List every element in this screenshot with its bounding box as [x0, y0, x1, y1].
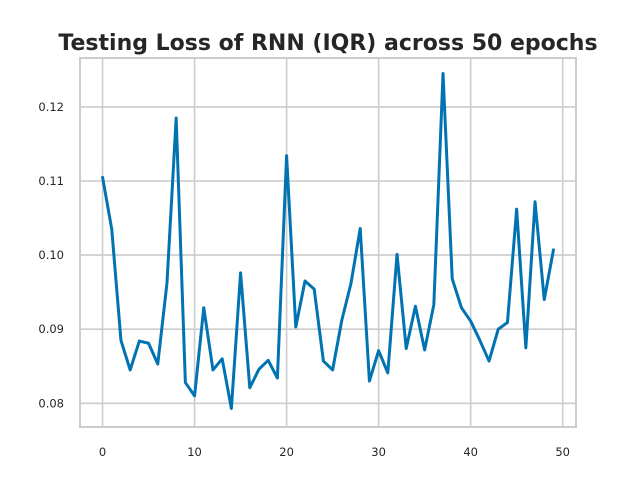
y-tick-label: 0.09 — [38, 322, 64, 336]
x-tick-label: 40 — [463, 445, 478, 459]
x-tick-label: 0 — [99, 445, 106, 459]
y-axis-ticks: 0.08 0.09 0.10 0.11 0.12 — [38, 100, 64, 410]
series-line — [101, 72, 555, 410]
x-axis-ticks: 0 10 20 30 40 50 — [99, 445, 570, 459]
x-tick-label: 20 — [279, 445, 294, 459]
y-tick-label: 0.12 — [38, 100, 64, 114]
y-tick-label: 0.11 — [38, 174, 64, 188]
axes-frame — [79, 57, 577, 428]
series-layer — [101, 72, 555, 410]
y-tick-label: 0.10 — [38, 248, 64, 262]
x-tick-label: 10 — [187, 445, 202, 459]
y-tick-label: 0.08 — [38, 396, 64, 410]
grid — [80, 58, 576, 427]
x-tick-label: 30 — [371, 445, 386, 459]
x-tick-label: 50 — [555, 445, 570, 459]
chart-title: Testing Loss of RNN (IQR) across 50 epoc… — [58, 31, 597, 56]
